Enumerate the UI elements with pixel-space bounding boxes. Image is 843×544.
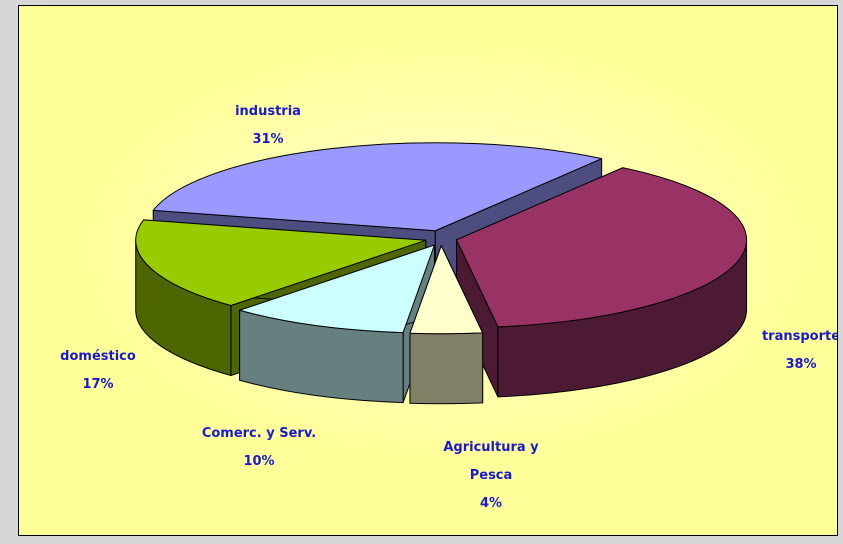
slice <box>152 142 603 232</box>
data-label: doméstico 17% <box>33 343 163 399</box>
category-label: industria <box>235 104 301 119</box>
slice <box>456 167 748 328</box>
value-label: 38% <box>785 357 817 372</box>
category-label: transporte <box>761 329 838 344</box>
chart <box>135 142 748 405</box>
data-label: Comerc. y Serv. 10% <box>169 420 349 476</box>
slice <box>409 245 484 335</box>
category-label: doméstico <box>60 349 136 364</box>
category-label: Agricultura y Pesca <box>443 440 539 483</box>
chart-area: industria 31% transporte 38% Agricultura y P… <box>18 5 838 536</box>
value-label: 10% <box>243 454 275 469</box>
value-label: 17% <box>82 377 114 392</box>
data-label: Agricultura y Pesca 4% <box>426 434 556 518</box>
slice <box>135 219 427 306</box>
slice-wall <box>409 332 484 405</box>
data-label: industria 31% <box>188 98 348 154</box>
data-label: transporte 38% <box>741 323 838 379</box>
value-label: 4% <box>479 496 503 511</box>
category-label: Comerc. y Serv. <box>201 426 317 441</box>
slice <box>239 244 435 334</box>
value-label: 31% <box>252 132 284 147</box>
